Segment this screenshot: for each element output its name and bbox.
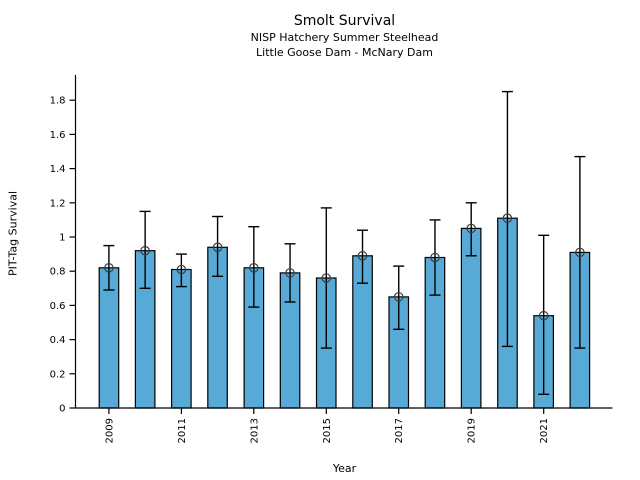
point-marker-2014 [285,268,295,278]
bars-group [98,217,591,409]
y-axis-label: PIT-Tag Survival [6,191,20,277]
point-marker-2010 [140,245,150,256]
axes-group: 0 0.2 0.4 0.6 0.8 1 1.2 1.4 1.6 1.8 2009 2011 2013 20… [50,75,613,443]
x-tick-label-2011: 2011 [177,418,188,443]
y-tick-label-1.6: 1.6 [50,130,66,141]
x-tick-label-2021: 2021 [539,418,550,443]
point-marker-2018 [430,252,440,263]
y-tick-label-1.4: 1.4 [50,164,66,175]
y-tick-label-1.8: 1.8 [50,96,66,107]
chart-title: Smolt Survival [293,13,396,29]
point-marker-2013 [249,262,259,273]
point-marker-2021 [538,310,549,321]
x-axis-label: Year [332,462,357,475]
point-marker-2016 [357,251,368,261]
y-tick-label-0.8: 0.8 [50,267,66,278]
error-bars-group [103,90,586,395]
bar-2011 [171,268,192,409]
chart-subtitle-line2: Little Goose Dam - McNary Dam [256,46,433,59]
point-marker-2015 [321,273,332,283]
point-marker-2020 [502,213,513,223]
markers-group [104,213,585,321]
x-tick-label-2019: 2019 [467,418,478,443]
x-tick-label-2009: 2009 [104,418,115,443]
point-marker-2017 [393,292,404,302]
x-tick-label-2017: 2017 [394,418,405,443]
y-tick-label-0.6: 0.6 [50,301,66,312]
y-tick-label-1: 1 [59,233,65,244]
point-marker-2011 [176,264,187,275]
y-tick-label-0.4: 0.4 [50,335,66,346]
y-tick-label-0.2: 0.2 [50,369,66,380]
point-marker-2019 [466,223,476,234]
point-marker-2022 [575,247,585,258]
y-tick-label-1.2: 1.2 [50,198,66,209]
point-marker-2012 [212,242,223,253]
x-tick-label-2015: 2015 [322,418,333,443]
x-tick-label-2013: 2013 [249,418,260,443]
point-marker-2009 [104,262,114,273]
chart-subtitle-line1: NISP Hatchery Summer Steelhead [250,31,439,44]
y-tick-label-0: 0 [59,404,65,415]
